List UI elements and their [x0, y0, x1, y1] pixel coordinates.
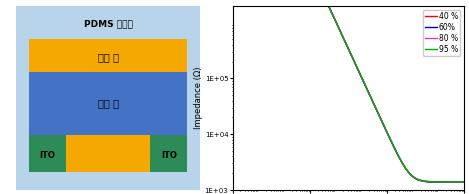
- 95 %: [455, 181, 461, 183]
- Text: PDMS 봉지막: PDMS 봉지막: [83, 20, 133, 29]
- 40 %: [412, 177, 418, 179]
- FancyBboxPatch shape: [12, 4, 204, 192]
- 40 %: [461, 181, 467, 184]
- 95 %: [454, 181, 460, 183]
- 95 %: [342, 41, 348, 43]
- Line: 95 %: 95 %: [233, 0, 464, 182]
- Bar: [29, 72, 187, 135]
- Line: 40 %: 40 %: [233, 0, 464, 182]
- 40 %: [455, 181, 461, 184]
- 95 %: [336, 28, 342, 30]
- Bar: [151, 135, 187, 172]
- Text: 이온 젬: 이온 젬: [98, 99, 119, 108]
- 80 %: [455, 181, 461, 183]
- 60%: [461, 181, 467, 183]
- 60%: [342, 41, 348, 43]
- Bar: [29, 39, 187, 172]
- Text: ITO: ITO: [39, 151, 55, 160]
- Y-axis label: Impedance (Ω): Impedance (Ω): [194, 67, 203, 129]
- Line: 80 %: 80 %: [233, 0, 464, 182]
- 80 %: [461, 181, 467, 183]
- Text: 수화 젬: 수화 젬: [98, 52, 119, 62]
- Line: 60%: 60%: [233, 0, 464, 182]
- 80 %: [342, 41, 348, 43]
- 80 %: [336, 28, 342, 30]
- 60%: [412, 177, 418, 179]
- 60%: [336, 28, 342, 30]
- 60%: [455, 181, 461, 183]
- Text: ITO: ITO: [161, 151, 177, 160]
- Bar: [29, 135, 66, 172]
- 40 %: [336, 28, 342, 30]
- 40 %: [342, 41, 348, 43]
- 60%: [454, 181, 460, 183]
- 40 %: [454, 181, 460, 184]
- Legend: 40 %, 60%, 80 %, 95 %: 40 %, 60%, 80 %, 95 %: [423, 10, 461, 56]
- 80 %: [412, 177, 418, 179]
- 80 %: [454, 181, 460, 183]
- 95 %: [461, 181, 467, 183]
- 95 %: [412, 177, 418, 179]
